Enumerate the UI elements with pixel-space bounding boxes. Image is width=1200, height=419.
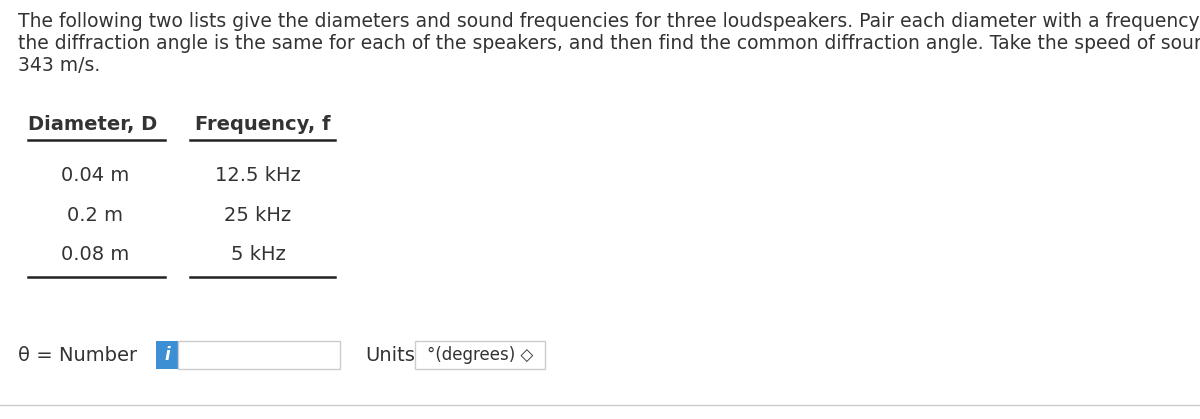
- FancyBboxPatch shape: [415, 341, 545, 369]
- Text: 25 kHz: 25 kHz: [224, 205, 292, 225]
- Text: the diffraction angle is the same for each of the speakers, and then find the co: the diffraction angle is the same for ea…: [18, 34, 1200, 53]
- Text: Units: Units: [365, 346, 415, 365]
- FancyBboxPatch shape: [178, 341, 340, 369]
- FancyBboxPatch shape: [156, 341, 178, 369]
- Text: Frequency, f: Frequency, f: [194, 115, 330, 134]
- Text: 5 kHz: 5 kHz: [230, 246, 286, 264]
- Text: 0.04 m: 0.04 m: [61, 166, 130, 184]
- Text: °(degrees) ◇: °(degrees) ◇: [427, 346, 533, 364]
- Text: θ = Number: θ = Number: [18, 346, 137, 365]
- Text: The following two lists give the diameters and sound frequencies for three louds: The following two lists give the diamete…: [18, 12, 1200, 31]
- Text: 0.2 m: 0.2 m: [67, 205, 124, 225]
- Text: i: i: [164, 346, 170, 364]
- Text: Diameter, D: Diameter, D: [28, 115, 157, 134]
- Text: 343 m/s.: 343 m/s.: [18, 56, 101, 75]
- Text: 0.08 m: 0.08 m: [61, 246, 130, 264]
- Text: 12.5 kHz: 12.5 kHz: [215, 166, 301, 184]
